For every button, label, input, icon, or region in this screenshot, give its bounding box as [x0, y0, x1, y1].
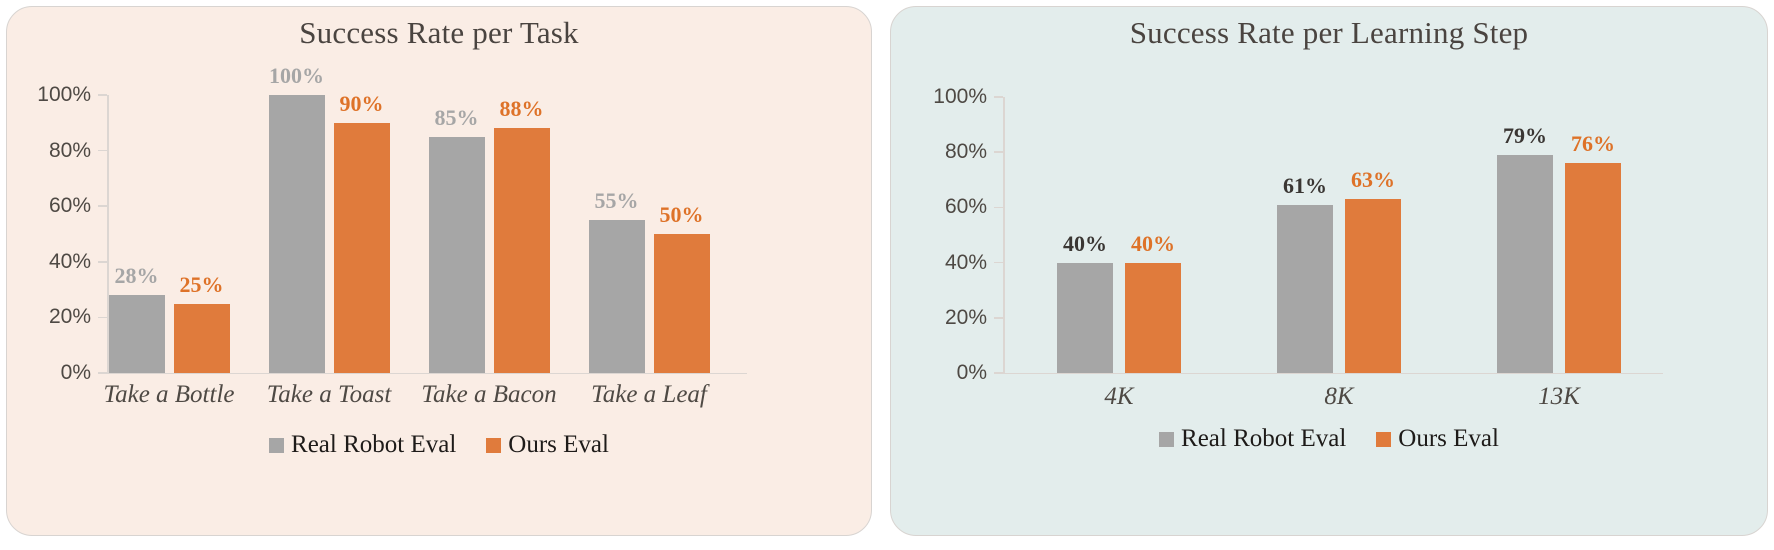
x-axis-baseline: [1003, 372, 1663, 374]
y-axis-tick: [994, 261, 1003, 264]
bar-value-label: 50%: [659, 202, 704, 227]
y-axis-tick: [994, 151, 1003, 153]
bar-ours-eval[interactable]: [1125, 262, 1181, 373]
chart-panel-success-rate-per-learning-step: Success Rate per Learning Step 0% 20% 40% 6…: [890, 6, 1768, 536]
legend-item-ours-eval: Ours Eval: [1376, 425, 1499, 453]
plot-area-right: 0% 20% 40% 60% 80% 100% 40% 40% 61% 63% 79% 76%: [933, 85, 1663, 384]
bar-value-label: 85%: [434, 104, 479, 130]
bar-value-label: 28%: [114, 263, 159, 289]
y-axis-tick: [98, 261, 107, 263]
legend-label-real-robot: Real Robot Eval: [291, 431, 457, 458]
y-axis-line: [1003, 97, 1005, 373]
x-axis-category-label: Take a Toast: [266, 381, 392, 408]
y-axis-tick: [994, 317, 1003, 319]
chart-panel-success-rate-per-task: Success Rate per Task 0% 20% 40% 60% 80% 100%…: [6, 6, 872, 536]
bar-real-robot-eval[interactable]: [108, 295, 165, 373]
bar-ours-eval[interactable]: [173, 303, 230, 373]
bar-ours-eval[interactable]: [493, 128, 550, 373]
bar-real-robot-eval[interactable]: [588, 220, 645, 373]
chart-title-left: Success Rate per Task: [299, 15, 579, 50]
bar-value-label: 76%: [1571, 131, 1615, 157]
y-axis-tick: [98, 94, 107, 96]
bar-group: 28% 25%: [108, 95, 230, 373]
bar-real-robot-eval[interactable]: [428, 136, 485, 373]
y-axis-tick: [994, 372, 1003, 374]
legend-label-real-robot: Real Robot Eval: [1181, 425, 1347, 452]
bar-value-label: 40%: [1063, 230, 1107, 256]
bar-ours-eval[interactable]: [1345, 199, 1401, 373]
bar-group: 40% 40%: [1057, 97, 1181, 373]
plot-area-left: 0% 20% 40% 60% 80% 100% 28% 25% 100% 90% 85% 88% 55%…: [37, 63, 747, 384]
x-axis-category-label: Take a Leaf: [591, 381, 707, 408]
y-axis-tick: [98, 372, 107, 374]
bar-value-label: 55%: [594, 188, 639, 214]
legend-swatch-real-robot: [1159, 431, 1175, 447]
x-axis-category-label: Take a Bottle: [103, 381, 235, 408]
legend-label-ours: Ours Eval: [1398, 425, 1499, 452]
y-axis-tick-label: 40%: [944, 250, 987, 274]
y-axis-tick: [98, 205, 107, 207]
bar-real-robot-eval[interactable]: [268, 95, 325, 373]
bar-group: 85% 88%: [428, 95, 550, 373]
y-axis-tick-label: 60%: [48, 194, 91, 218]
y-axis-tick-label: 20%: [944, 305, 987, 329]
y-axis-tick-label: 0%: [956, 361, 987, 384]
x-axis-category-label: Take a Bacon: [421, 381, 557, 408]
bar-value-label: 100%: [269, 63, 324, 88]
legend-swatch-ours: [1376, 431, 1392, 447]
x-axis-category-label: 13K: [1538, 383, 1580, 410]
legend-swatch-real-robot: [269, 437, 285, 453]
legend-item-real-robot-eval: Real Robot Eval: [269, 431, 456, 459]
y-axis-line: [107, 95, 109, 373]
y-axis-tick: [98, 149, 107, 152]
x-axis-category-label: 8K: [1324, 383, 1354, 410]
y-axis-tick: [994, 206, 1003, 209]
y-axis-tick-label: 100%: [37, 83, 91, 106]
legend-left: Real Robot Eval Ours Eval: [7, 431, 871, 459]
y-axis-tick: [98, 316, 107, 319]
y-axis-tick-label: 40%: [48, 249, 91, 273]
bar-group: 55% 50%: [588, 95, 710, 373]
y-axis-tick-label: 80%: [48, 138, 91, 162]
legend-swatch-ours: [486, 437, 502, 453]
bar-value-label: 61%: [1283, 172, 1327, 198]
y-axis-tick-label: 100%: [933, 85, 987, 108]
x-axis-category-label: 4K: [1104, 383, 1134, 410]
bar-real-robot-eval[interactable]: [1497, 154, 1553, 373]
legend-item-real-robot-eval: Real Robot Eval: [1159, 425, 1346, 453]
legend-item-ours-eval: Ours Eval: [486, 431, 609, 459]
bar-value-label: 79%: [1503, 122, 1547, 148]
bar-group: 100% 90%: [268, 63, 390, 373]
bar-value-label: 63%: [1351, 167, 1395, 193]
y-axis-tick-label: 20%: [48, 305, 91, 329]
y-axis-tick: [994, 96, 1003, 98]
chart-title-right: Success Rate per Learning Step: [1129, 15, 1529, 50]
y-axis-tick-label: 0%: [60, 361, 91, 384]
x-axis-baseline: [107, 372, 747, 374]
bar-ours-eval[interactable]: [333, 122, 390, 373]
bar-group: 61% 63%: [1277, 97, 1401, 373]
bar-group: 79% 76%: [1497, 97, 1621, 373]
bar-ours-eval[interactable]: [653, 234, 710, 373]
bar-value-label: 90%: [339, 90, 384, 116]
bar-ours-eval[interactable]: [1565, 163, 1621, 373]
bar-value-label: 88%: [499, 96, 544, 122]
bar-value-label: 40%: [1131, 230, 1175, 256]
y-axis-tick-label: 80%: [944, 140, 987, 164]
legend-label-ours: Ours Eval: [508, 431, 609, 458]
bar-real-robot-eval[interactable]: [1277, 204, 1333, 373]
bar-value-label: 25%: [179, 271, 224, 297]
legend-right: Real Robot Eval Ours Eval: [891, 425, 1767, 453]
bar-real-robot-eval[interactable]: [1057, 262, 1113, 373]
y-axis-tick-label: 60%: [944, 195, 987, 219]
